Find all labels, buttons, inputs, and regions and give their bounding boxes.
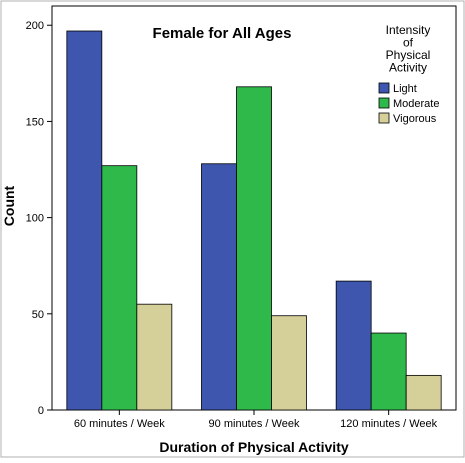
legend-label-light: Light [393,83,417,95]
legend-swatch-light [378,82,390,94]
legend-title-line: Activity [389,61,427,75]
x-tick-label: 120 minutes / Week [340,418,438,430]
legend-title-line: Intensity [386,23,431,37]
bar-light-2 [201,163,237,411]
y-axis-title: Count [1,185,17,226]
legend-title-line: Physical [386,48,431,62]
bar-vigorous-3 [405,374,442,411]
bar-moderate-3 [370,332,407,411]
bar-moderate-2 [236,86,272,411]
y-tick-label: 200 [26,20,44,32]
y-tick-label: 0 [38,405,44,417]
y-tick-label: 150 [26,116,44,128]
legend-swatch-moderate [378,97,390,109]
x-axis-title: Duration of Physical Activity [159,439,349,455]
y-tick-label: 100 [26,213,44,225]
legend-title-line: of [403,36,414,50]
legend-swatch-vigorous [378,112,390,124]
x-axis: 60 minutes / Week 90 minutes / Week 120 mi… [74,410,438,430]
x-tick-label: 90 minutes / Week [209,418,300,430]
y-axis: 0 50 100 150 200 [26,20,52,417]
bar-light-3 [335,280,372,411]
x-tick-label: 60 minutes / Week [74,418,165,430]
legend-label-vigorous: Vigorous [393,113,437,125]
bar-light-1 [66,30,103,411]
chart-title: Female for All Ages [153,25,292,42]
bar-moderate-1 [101,165,138,411]
bars-group [66,30,442,411]
y-tick-label: 50 [32,309,44,321]
legend-label-moderate: Moderate [393,98,439,110]
bar-vigorous-1 [136,303,173,411]
bar-vigorous-2 [271,315,307,411]
